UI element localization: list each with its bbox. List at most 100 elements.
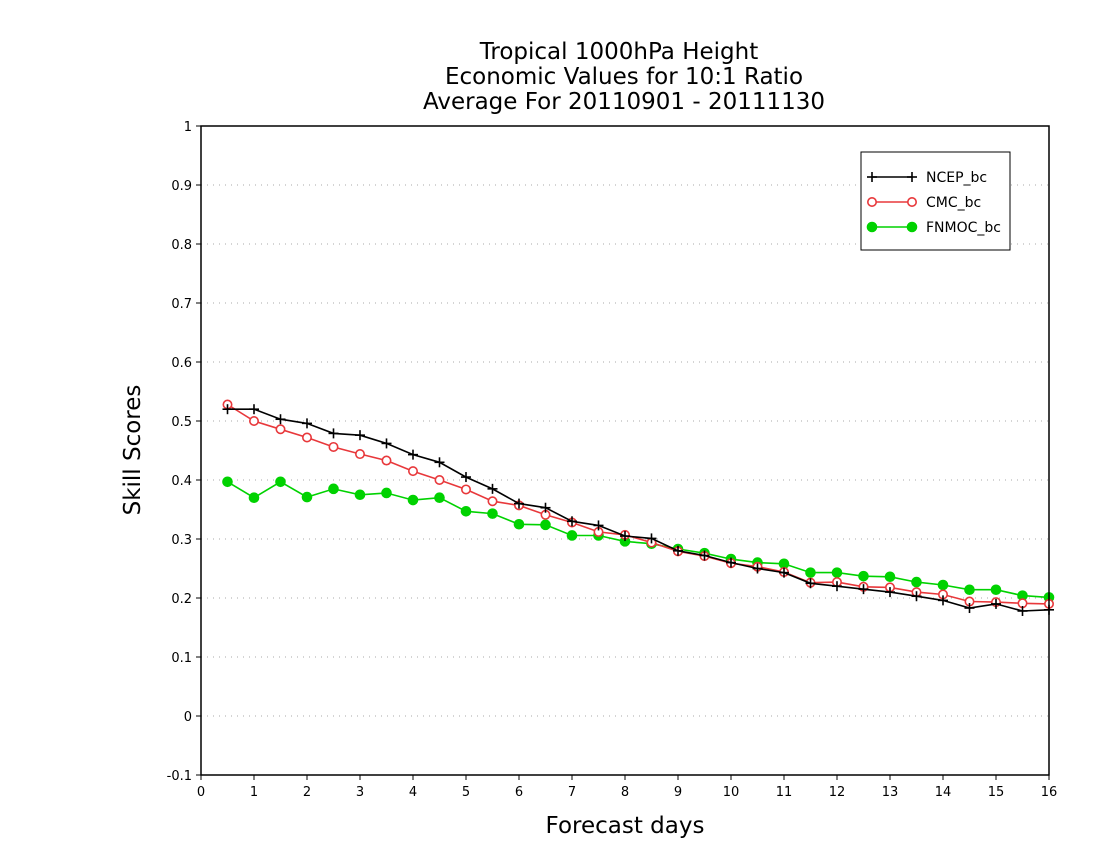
data-point <box>540 502 551 513</box>
data-point <box>328 441 339 452</box>
legend-marker <box>866 221 878 233</box>
title-line-3: Average For 20110901 - 20111130 <box>423 89 825 115</box>
data-point <box>884 571 896 583</box>
data-point <box>566 530 578 541</box>
x-tick-label: 11 <box>776 785 793 800</box>
x-axis-ticks: 0 1 2 3 4 5 6 7 8 9 10 11 12 13 14 15 16 <box>197 775 1057 800</box>
data-point <box>487 508 498 519</box>
x-tick-label: 8 <box>621 785 629 800</box>
data-point <box>1017 605 1028 616</box>
data-point <box>805 578 816 589</box>
y-tick-label: 0.5 <box>171 415 192 430</box>
y-tick-label: 1 <box>184 120 192 135</box>
data-point <box>513 518 525 530</box>
data-point <box>990 584 1002 596</box>
y-tick-label: 0.1 <box>171 651 192 666</box>
data-point <box>275 414 286 425</box>
data-point <box>249 404 259 415</box>
series-line-FNMOC_bc <box>227 480 1050 599</box>
data-point <box>620 531 630 542</box>
data-point <box>487 496 498 507</box>
data-point <box>673 545 683 556</box>
data-point <box>461 472 471 483</box>
data-point <box>222 476 233 488</box>
x-tick-label: 4 <box>409 785 417 800</box>
data-point <box>408 449 418 460</box>
data-point <box>381 438 392 449</box>
data-point <box>381 487 392 499</box>
y-tick-label: 0.8 <box>171 238 192 253</box>
data-point <box>249 415 260 426</box>
chart-title: Tropical 1000hPa Height Economic Values … <box>423 39 825 115</box>
legend-label: NCEP_bc <box>926 170 987 186</box>
data-point <box>779 567 789 578</box>
x-tick-label: 1 <box>250 785 258 800</box>
legend-item-FNMOC_bc: FNMOC_bc <box>866 220 1001 236</box>
data-point <box>460 484 471 495</box>
y-tick-label: 0.4 <box>171 474 192 489</box>
y-tick-label: 0 <box>184 710 192 725</box>
x-tick-label: 0 <box>197 785 205 800</box>
data-point <box>275 476 286 488</box>
data-point <box>301 491 313 503</box>
data-point <box>593 520 604 531</box>
legend-marker <box>906 197 917 208</box>
x-tick-label: 13 <box>882 785 899 800</box>
y-tick-label: 0.3 <box>171 533 192 548</box>
x-axis-label: Forecast days <box>546 813 705 839</box>
x-tick-label: 2 <box>303 785 311 800</box>
x-tick-label: 3 <box>356 785 364 800</box>
data-point <box>354 449 365 460</box>
data-point <box>752 563 763 574</box>
data-point <box>831 567 843 578</box>
x-tick-label: 12 <box>829 785 846 800</box>
data-point <box>938 595 948 606</box>
x-tick-label: 6 <box>515 785 523 800</box>
data-point <box>726 557 736 568</box>
data-point <box>222 404 233 415</box>
data-point <box>355 430 365 441</box>
data-point <box>434 492 445 504</box>
data-point <box>407 466 418 477</box>
x-tick-label: 9 <box>674 785 682 800</box>
data-point <box>964 603 975 614</box>
data-point <box>858 584 869 595</box>
data-point <box>460 505 472 517</box>
legend-label: FNMOC_bc <box>926 220 1001 236</box>
data-point <box>964 584 975 596</box>
legend-marker <box>906 221 918 233</box>
data-point <box>381 455 392 466</box>
data-point <box>646 533 657 544</box>
data-point <box>885 587 895 598</box>
data-point <box>858 570 869 582</box>
x-tick-label: 7 <box>568 785 576 800</box>
x-tick-label: 5 <box>462 785 470 800</box>
y-tick-label: 0.7 <box>171 297 192 312</box>
data-point <box>301 432 312 443</box>
data-point <box>302 418 312 429</box>
data-point <box>407 494 419 506</box>
data-point <box>567 516 577 527</box>
series-line-NCEP_bc <box>227 408 1050 612</box>
data-point <box>328 428 339 439</box>
legend-label: CMC_bc <box>926 195 981 211</box>
x-tick-label: 16 <box>1041 785 1058 800</box>
y-axis-ticks: -0.1 0 0.1 0.2 0.3 0.4 0.5 0.6 0.7 0.8 0.9 1 <box>167 120 201 784</box>
y-tick-label: 0.9 <box>171 179 192 194</box>
series-NCEP_bc <box>222 404 1054 616</box>
y-tick-label: -0.1 <box>167 769 192 784</box>
x-tick-label: 14 <box>935 785 952 800</box>
data-point <box>911 576 922 588</box>
series-CMC_bc <box>222 399 1055 609</box>
legend-marker <box>907 172 917 182</box>
data-point <box>434 457 445 468</box>
x-tick-label: 15 <box>988 785 1005 800</box>
data-point <box>805 567 816 578</box>
legend-marker <box>867 172 877 182</box>
data-point <box>354 489 366 501</box>
data-point <box>248 492 260 504</box>
y-axis-label: Skill Scores <box>120 385 146 516</box>
data-point <box>328 483 339 495</box>
data-point <box>514 498 524 509</box>
